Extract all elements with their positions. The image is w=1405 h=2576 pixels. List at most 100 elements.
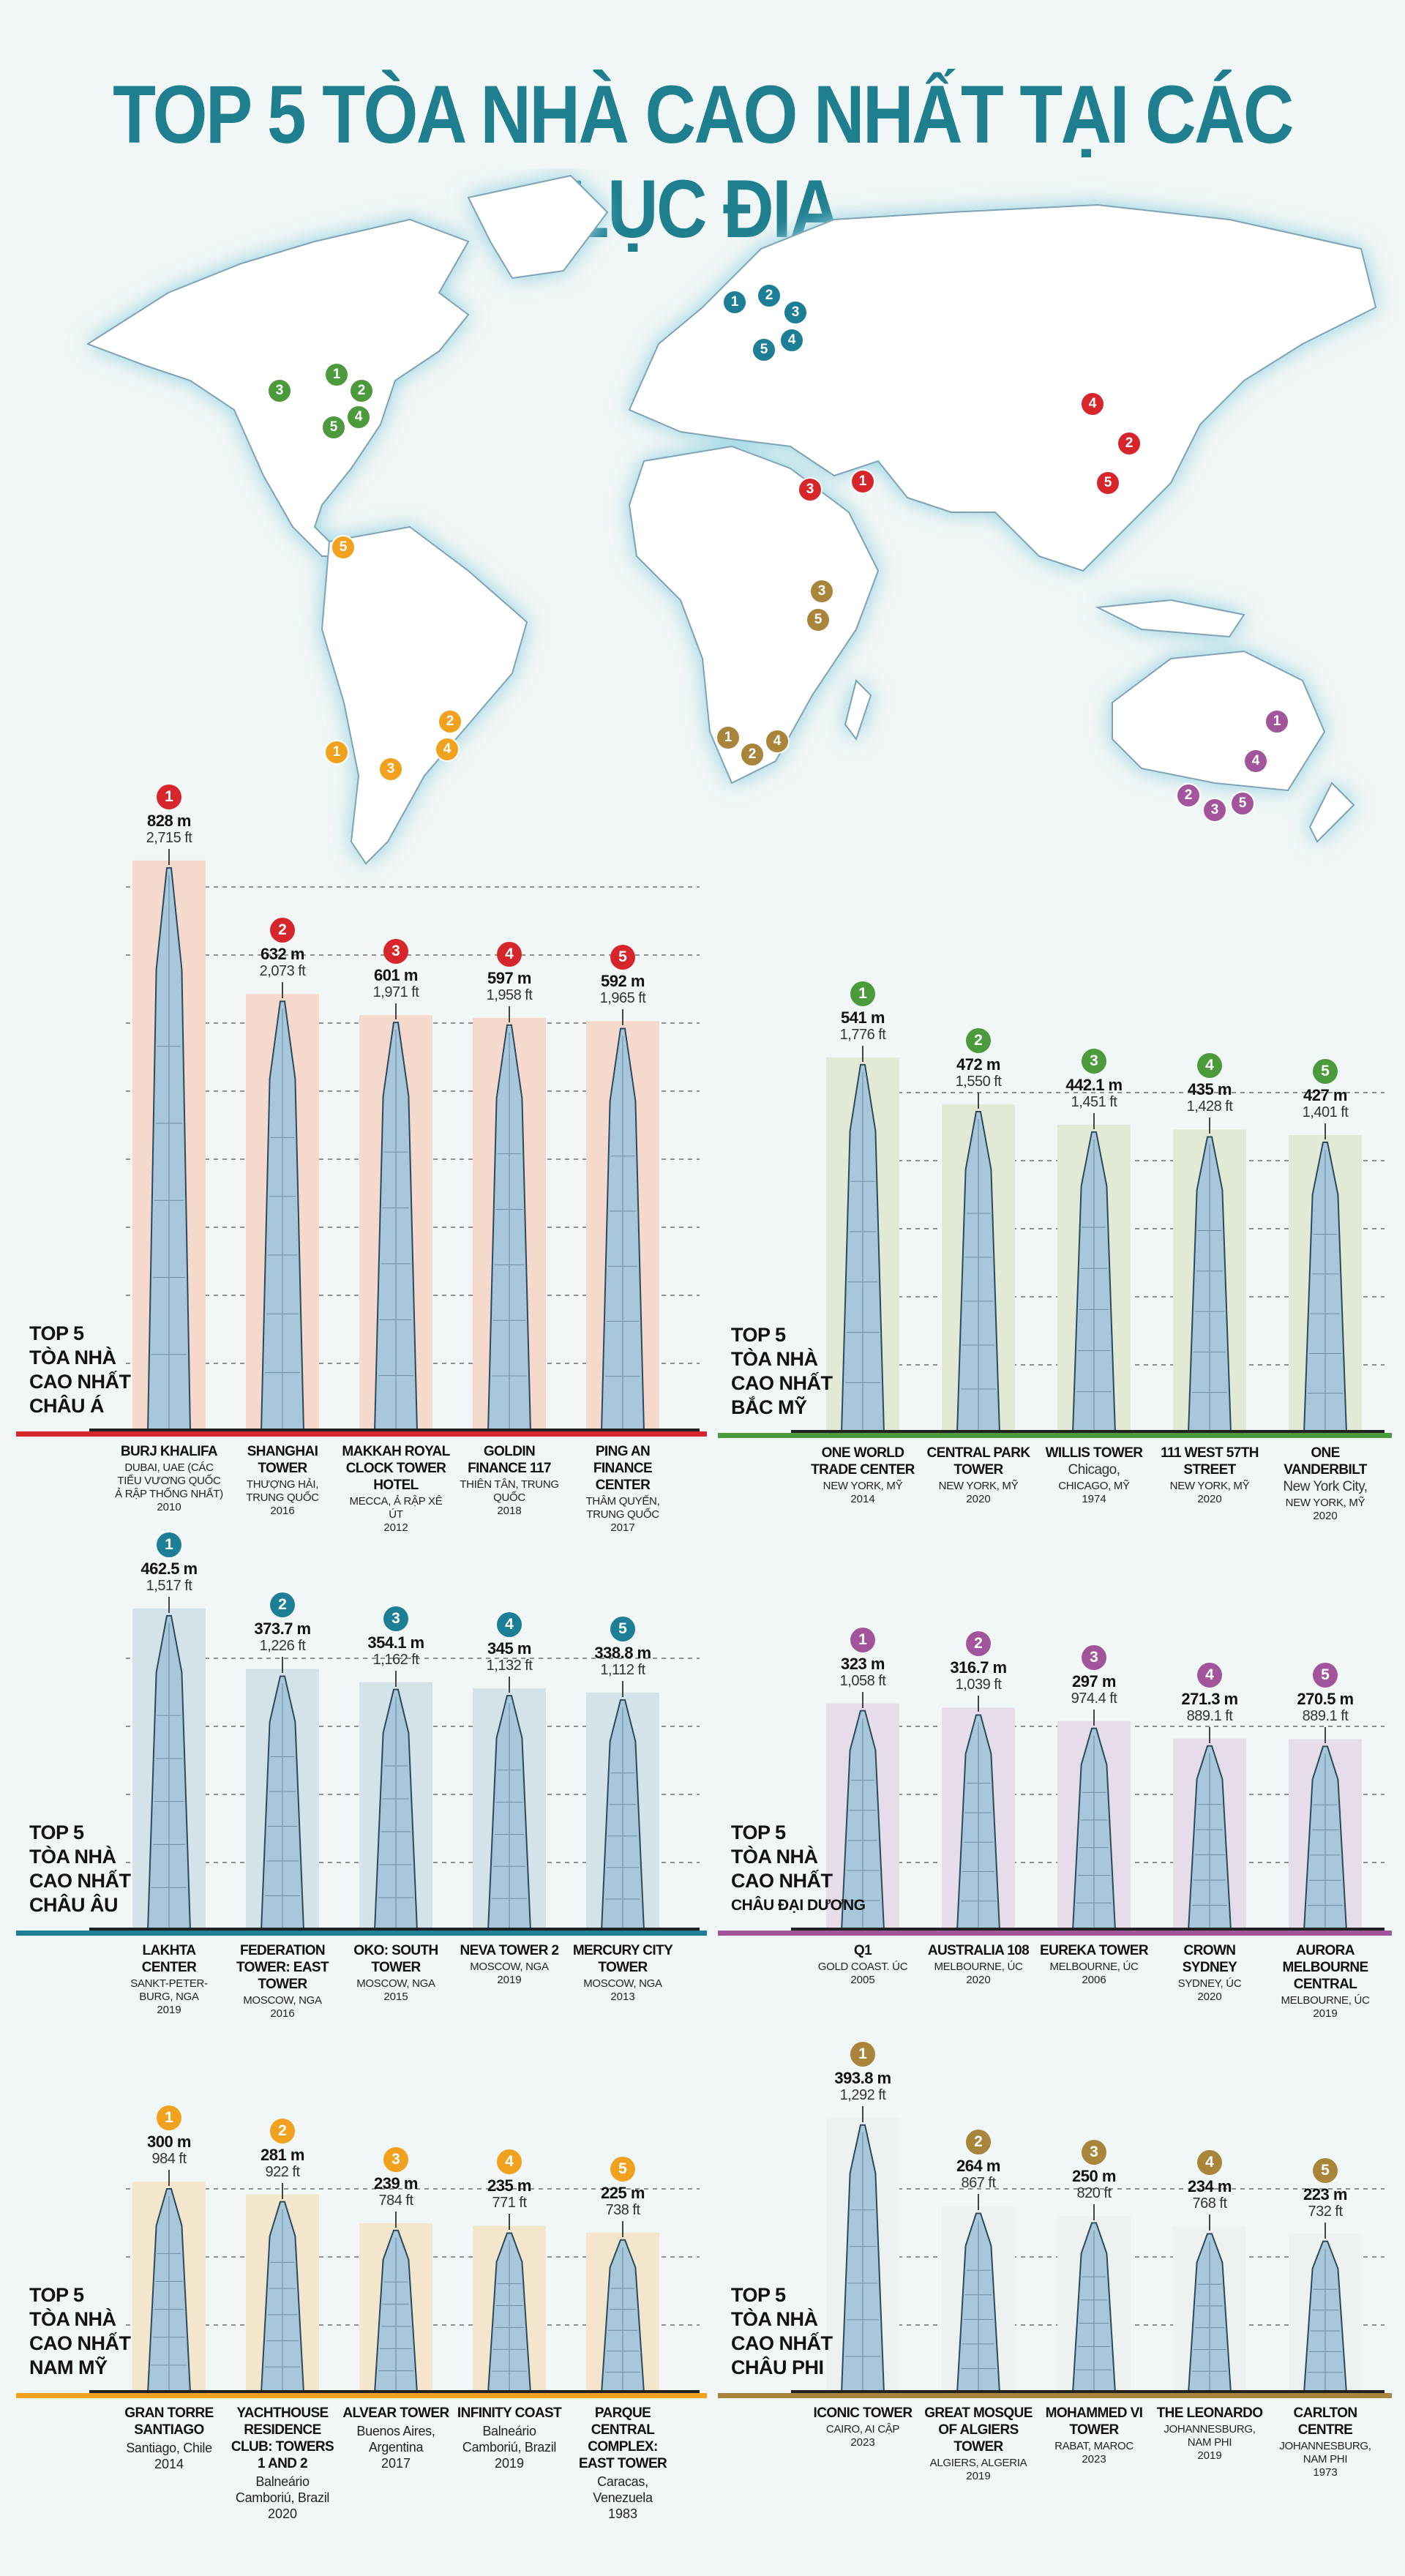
- height-feet: 867 ft: [961, 2175, 996, 2192]
- europe-baseline-bar: [16, 1931, 707, 1936]
- tower-year: 2015: [383, 1991, 408, 2003]
- leader-line: [1093, 1709, 1095, 1726]
- height-feet: 1,776 ft: [839, 1026, 886, 1043]
- section-label-line: TOP 5: [731, 1821, 786, 1843]
- australia-landmass: [1112, 650, 1326, 792]
- map-marker-asia: 3: [798, 477, 823, 502]
- leader-line: [509, 2214, 510, 2231]
- rank-badge: 3: [383, 2146, 408, 2172]
- rank-badge: 5: [610, 1616, 635, 1641]
- tower-caption: OKO: SOUTH TOWER MOSCOW, NGA 2015: [342, 1942, 450, 2004]
- leader-line: [1209, 2214, 1210, 2231]
- tower-name: SHANGHAI TOWER: [247, 1444, 318, 1476]
- tower-label: 2 472 m 1,550 ft: [927, 1028, 1030, 1109]
- map-marker-oceania: 5: [1230, 791, 1255, 816]
- tower-location: GOLD COAST. ÚC: [817, 1961, 908, 1973]
- leader-line: [509, 1006, 510, 1022]
- height-feet: 984 ft: [151, 2151, 187, 2167]
- rank-badge: 1: [157, 784, 181, 809]
- height-meters: 828 m: [147, 811, 191, 830]
- tower-name: GOLDIN FINANCE 117: [468, 1444, 551, 1476]
- tower-caption: CARLTON CENTRE JOHANNESBURG, NAM PHI 1973: [1271, 2405, 1379, 2479]
- map-marker-africa: 2: [740, 742, 765, 767]
- section-label-line: TÒA NHÀ: [731, 1846, 818, 1868]
- tower-name: FEDERATION TOWER: EAST TOWER: [236, 1943, 329, 1992]
- section-label-line: CHÂU ÂU: [29, 1894, 118, 1916]
- oceania-baseline-bar: [718, 1931, 1392, 1936]
- section-label-line: CHÂU PHI: [731, 2356, 824, 2378]
- tower-name: ONE WORLD TRADE CENTER: [811, 1445, 915, 1478]
- tower-year: 2019: [494, 2456, 525, 2471]
- tower-label: 5 270.5 m 889.1 ft: [1274, 1663, 1376, 1744]
- ground-line: [791, 1430, 1385, 1433]
- tower-label: 1 393.8 m 1,292 ft: [812, 2041, 914, 2122]
- tower-year: 2023: [1082, 2453, 1106, 2465]
- rank-badge: 5: [610, 2156, 635, 2182]
- south-america-section-label: TOP 5 TÒA NHÀ CAO NHẤT NAM MỸ: [29, 2283, 131, 2380]
- tower-location: MECCA, Ả RẬP XÊ ÚT: [349, 1495, 443, 1521]
- tower-location: MELBOURNE, ÚC: [1281, 1994, 1370, 2007]
- rank-badge: 2: [270, 1592, 295, 1618]
- tower-year: 2012: [383, 1521, 408, 1534]
- section-label-line: CAO NHẤT: [29, 1371, 131, 1393]
- leader-line: [622, 2220, 623, 2237]
- tower-caption: PARQUE CENTRAL COMPLEX: EAST TOWER Caraca…: [569, 2405, 677, 2522]
- tower-name: YACHTHOUSE RESIDENCE CLUB: TOWERS 1 AND …: [231, 2405, 334, 2471]
- map-marker-europe: 4: [779, 328, 804, 353]
- rank-badge: 4: [497, 1612, 522, 1638]
- new-zealand-landmass: [1308, 782, 1355, 843]
- height-feet: 889.1 ft: [1302, 1708, 1349, 1725]
- tower-location: Santiago, Chile: [126, 2441, 212, 2455]
- tower-caption: GREAT MOSQUE OF ALGIERS TOWER ALGIERS, AL…: [924, 2405, 1033, 2483]
- map-marker-africa: 5: [806, 607, 831, 632]
- tower-city-note: New York City,: [1283, 1479, 1368, 1494]
- tower-label: 4 271.3 m 889.1 ft: [1158, 1662, 1261, 1743]
- height-feet: 1,550 ft: [955, 1074, 1002, 1090]
- rank-badge: 3: [383, 939, 408, 965]
- height-meters: 462.5 m: [140, 1559, 198, 1578]
- rank-badge: 4: [497, 941, 522, 967]
- tower-location: SYDNEY, ÚC: [1177, 1977, 1242, 1990]
- map-marker-oceania: 4: [1243, 749, 1268, 774]
- height-feet: 738 ft: [605, 2201, 640, 2218]
- tower-location: Balneário Camboriú, Brazil: [235, 2474, 330, 2505]
- tower-caption: AURORA MELBOURNE CENTRAL MELBOURNE, ÚC 201…: [1271, 1942, 1379, 2021]
- page-title: TOP 5 TÒA NHÀ CAO NHẤT TẠI CÁC LỤC ĐỊA: [113, 69, 1294, 255]
- height-meters: 239 m: [374, 2174, 418, 2193]
- map-marker-asia: 2: [1117, 431, 1142, 456]
- height-meters: 597 m: [487, 968, 531, 987]
- height-feet: 1,428 ft: [1186, 1098, 1233, 1115]
- tower-label: 5 225 m 738 ft: [572, 2156, 674, 2237]
- height-feet: 1,132 ft: [486, 1658, 533, 1674]
- height-meters: 271.3 m: [1181, 1689, 1238, 1708]
- asia-section-label: TOP 5 TÒA NHÀ CAO NHẤT CHÂU Á: [29, 1322, 131, 1418]
- madagascar-landmass: [844, 679, 872, 741]
- tower-location: THÂM QUYẾN, TRUNG QUỐC: [585, 1495, 660, 1521]
- map-marker-europe: 1: [722, 290, 747, 315]
- height-meters: 223 m: [1303, 2184, 1347, 2204]
- leader-line: [1209, 1726, 1210, 1743]
- ground-line: [791, 2390, 1385, 2393]
- height-feet: 1,162 ft: [372, 1651, 419, 1668]
- tower-name: MERCURY CITY TOWER: [572, 1943, 673, 1975]
- asia-baseline-bar: [16, 1431, 707, 1437]
- tower-location: JOHANNESBURG, NAM PHI: [1164, 2423, 1256, 2449]
- tower-name: MAKKAH ROYAL CLOCK TOWER HOTEL: [342, 1444, 450, 1493]
- tower-year: 2006: [1082, 1974, 1106, 1986]
- height-meters: 345 m: [487, 1639, 531, 1658]
- tower-caption: ONE WORLD TRADE CENTER NEW YORK, MỸ 2014: [809, 1445, 917, 1506]
- height-meters: 632 m: [261, 945, 304, 964]
- section-label-line: CHÂU Á: [29, 1395, 104, 1417]
- leader-line: [862, 1691, 863, 1708]
- height-feet: 1,451 ft: [1071, 1093, 1117, 1110]
- height-feet: 1,112 ft: [600, 1661, 645, 1678]
- section-label-line: TOP 5: [731, 1324, 786, 1346]
- tower-caption: EUREKA TOWER MELBOURNE, ÚC 2006: [1040, 1942, 1149, 1987]
- leader-line: [1209, 1117, 1210, 1134]
- leader-line: [282, 1657, 283, 1674]
- tower-name: CARLTON CENTRE: [1293, 2405, 1358, 2438]
- tower-label: 4 345 m 1,132 ft: [458, 1612, 561, 1693]
- tower-caption: PING AN FINANCE CENTER THÂM QUYẾN, TRUNG …: [569, 1443, 677, 1535]
- section-label-line: TOP 5: [29, 2284, 84, 2306]
